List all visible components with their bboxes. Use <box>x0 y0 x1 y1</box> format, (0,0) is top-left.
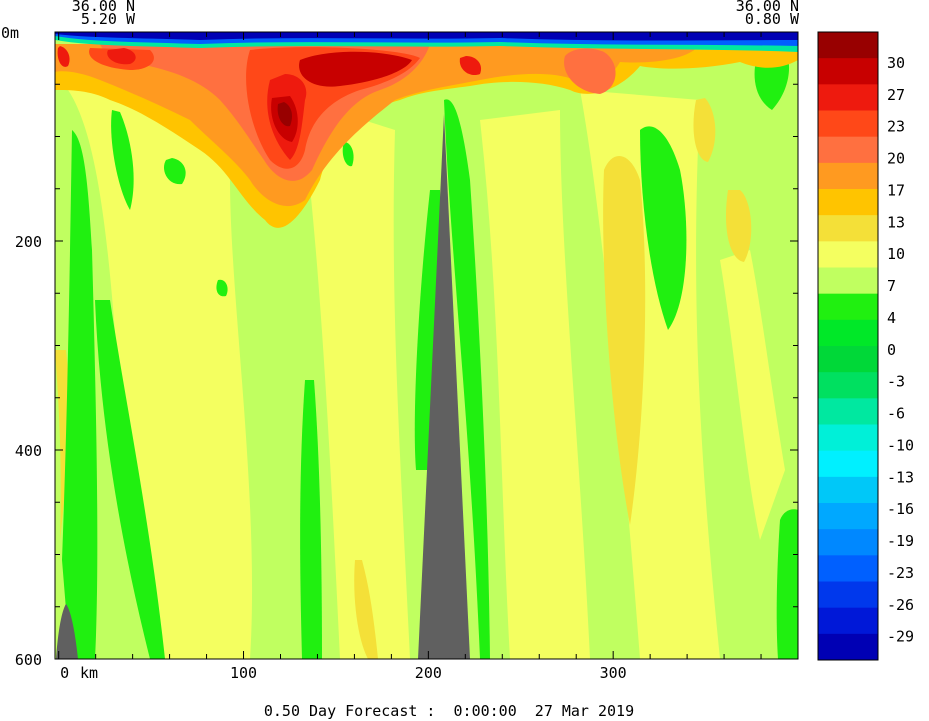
colorbar-swatch <box>818 555 878 582</box>
colorbar-swatch <box>818 346 878 373</box>
seafloor-left <box>56 604 78 659</box>
field-red-core-e <box>107 48 136 65</box>
field-green-spot-a <box>163 158 186 185</box>
field-red-core-g <box>459 56 482 76</box>
colorbar-swatch <box>818 372 878 399</box>
field-green-column-g <box>640 126 687 330</box>
field-green-column-f <box>444 99 490 659</box>
colorbar-label: 7 <box>887 277 896 295</box>
left-longitude-label: 5.20 W <box>81 10 136 28</box>
x-tick-label: 100 <box>230 664 257 682</box>
field-gold-band-e <box>354 560 378 659</box>
colorbar-label: 27 <box>887 86 905 104</box>
field-green-column-b <box>95 300 165 659</box>
colorbar-label: 17 <box>887 181 905 199</box>
right-longitude-label: 0.80 W <box>745 10 800 28</box>
field-red-core-b <box>299 51 412 87</box>
y-tick-label: 200 <box>15 233 42 251</box>
right-latitude-label: 36.00 N <box>736 0 799 15</box>
axis-ticks <box>55 31 798 660</box>
colorbar-label: 20 <box>887 150 905 168</box>
colorbar-label: -16 <box>887 500 914 518</box>
left-latitude-label: 36.00 N <box>72 0 135 15</box>
colorbar-label: -3 <box>887 373 905 391</box>
colorbar-swatch <box>818 58 878 85</box>
x-tick-label: 200 <box>415 664 442 682</box>
colorbar-swatch <box>818 84 878 111</box>
field-green-column-i <box>776 509 798 659</box>
field-yellow-band-c <box>480 110 590 659</box>
colorbar-label: -10 <box>887 436 914 454</box>
colorbar-label: 0 <box>887 341 896 359</box>
temperature-field <box>55 32 798 659</box>
field-yellow-band-e <box>720 250 785 540</box>
bathymetry <box>56 114 470 659</box>
colorbar-label: -13 <box>887 468 914 486</box>
y-axis-unit-label: m <box>10 24 19 42</box>
colorbar-label: 30 <box>887 54 905 72</box>
colorbar-swatch <box>818 110 878 138</box>
field-green-spot-c <box>216 279 228 297</box>
colorbar <box>817 31 879 661</box>
colorbar-label: -6 <box>887 405 905 423</box>
colorbar-swatch <box>818 529 878 556</box>
colorbar-label: 10 <box>887 245 905 263</box>
colorbar-label: 4 <box>887 309 896 327</box>
plot-area <box>54 31 799 660</box>
field-green-column-a <box>62 130 98 659</box>
field-navy-surface <box>55 32 798 41</box>
colorbar-label: 23 <box>887 118 905 136</box>
field-gold-band-a <box>603 156 646 526</box>
y-tick-label: 600 <box>15 651 42 669</box>
colorbar-frame <box>817 31 879 661</box>
colorbar-swatch <box>818 476 878 504</box>
forecast-footer: 0.50 Day Forecast : 0:00:00 27 Mar 2019 <box>264 702 634 720</box>
x-tick-label: 0 <box>60 664 69 682</box>
colorbar-labels: 30 27 23 20 17 13 10 7 4 0 -3 -6 -10 -13 -16 -19 -23 -26 -… <box>887 54 914 646</box>
field-green-column-c <box>111 110 134 210</box>
colorbar-label: -26 <box>887 596 914 614</box>
x-axis-unit-label: km <box>80 664 98 682</box>
colorbar-swatch <box>818 607 878 635</box>
colorbar-swatch <box>818 136 878 164</box>
colorbar-swatch <box>818 424 878 452</box>
colorbar-label: -19 <box>887 532 914 550</box>
field-warm-core-b <box>564 48 616 94</box>
y-tick-label: 0 <box>1 24 10 42</box>
field-green-spot-b <box>342 142 354 167</box>
colorbar-swatch <box>818 267 878 295</box>
field-red-core-f <box>57 46 70 67</box>
colorbar-swatch <box>818 503 878 530</box>
colorbar-swatch <box>818 450 878 478</box>
field-red-core-d <box>277 102 292 127</box>
colorbar-label: -23 <box>887 564 914 582</box>
field-green-column-d <box>300 380 322 659</box>
colorbar-label: 13 <box>887 213 905 231</box>
colorbar-swatch <box>818 319 878 347</box>
field-gold-band-c <box>725 190 752 262</box>
axis-tick-labels: 0 100 200 300 0 200 400 600 <box>1 24 627 682</box>
colorbar-swatch <box>818 293 878 321</box>
colorbar-swatch <box>818 633 878 661</box>
colorbar-swatch <box>818 32 878 59</box>
field-yellow-band-b <box>300 100 410 659</box>
colorbar-swatch <box>818 241 878 268</box>
colorbar-label: -29 <box>887 628 914 646</box>
y-tick-label: 400 <box>15 442 42 460</box>
colorbar-swatch <box>818 189 878 216</box>
field-gold-band-d <box>693 98 716 162</box>
colorbar-swatch <box>818 162 878 190</box>
x-tick-label: 300 <box>600 664 627 682</box>
colorbar-swatch <box>818 581 878 609</box>
colorbar-swatch <box>818 215 878 242</box>
field-yellow-band-a <box>60 80 253 659</box>
colorbar-swatch <box>818 398 878 425</box>
seamount <box>418 114 470 659</box>
